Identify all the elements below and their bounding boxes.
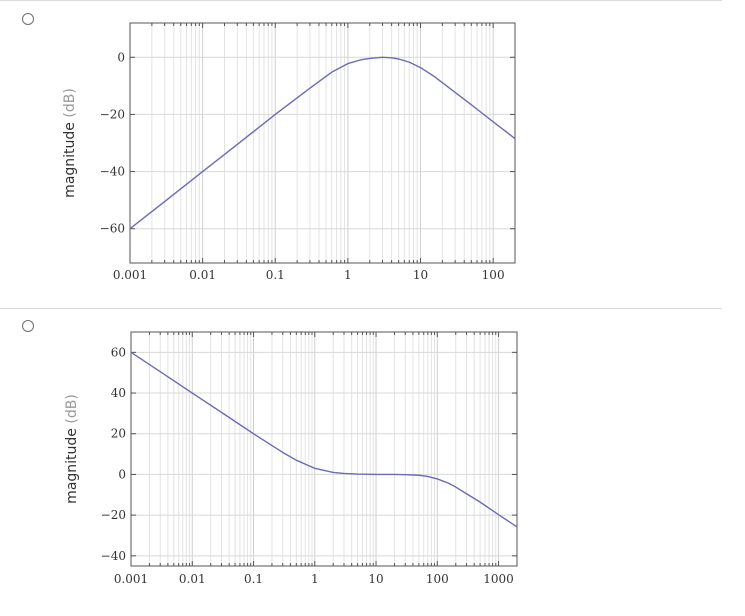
answer-option-2: 0.001 0.01 0.1 1 10 100 1000 60 40 20 0 −20 −40 magni… xyxy=(0,308,745,616)
ticks xyxy=(130,332,518,566)
x-tick-label: 10 xyxy=(413,268,428,282)
y-tick-label: −40 xyxy=(101,549,126,563)
y-tick-label: 20 xyxy=(111,427,126,441)
y-tick-label: −40 xyxy=(100,165,125,179)
bode-magnitude-plot-2: 0.001 0.01 0.1 1 10 100 1000 60 40 20 0 −20 −40 magni… xyxy=(64,331,518,586)
y-tick-label: −60 xyxy=(100,222,125,236)
x-tick-label: 0.1 xyxy=(244,572,263,586)
option-divider xyxy=(0,308,722,309)
y-tick-label: −20 xyxy=(100,107,125,121)
answer-option-1: 0.001 0.01 0.1 1 10 100 0 −20 −40 −60 magnitude (d… xyxy=(0,0,722,282)
x-tick-label: 1 xyxy=(344,268,352,282)
x-tick-label: 1 xyxy=(311,572,319,586)
plot-frame xyxy=(129,22,516,264)
y-axis-label: magnitude (dB) xyxy=(62,88,78,198)
option-divider xyxy=(0,0,722,1)
plot-frame xyxy=(130,331,518,567)
x-tick-label: 1000 xyxy=(483,572,514,586)
y-tick-label: 0 xyxy=(118,467,126,481)
x-tick-label: 100 xyxy=(482,268,505,282)
radio-button-option-1[interactable] xyxy=(22,13,34,25)
x-tick-label: 0.001 xyxy=(114,572,148,586)
x-tick-label: 0.01 xyxy=(179,572,206,586)
grid xyxy=(130,332,518,566)
x-tick-label: 10 xyxy=(368,572,383,586)
y-tick-label: 40 xyxy=(111,386,126,400)
y-tick-label: 0 xyxy=(117,50,125,64)
radio-button-option-2[interactable] xyxy=(22,320,34,332)
y-axis-label-unit: (dB) xyxy=(64,394,80,423)
ticks xyxy=(129,23,516,263)
bode-magnitude-plot-1: 0.001 0.01 0.1 1 10 100 0 −20 −40 −60 magnitude (d… xyxy=(62,22,516,282)
y-tick-label: −20 xyxy=(101,508,126,522)
y-tick-label: 60 xyxy=(111,345,126,359)
y-axis-label-name: magnitude xyxy=(62,118,78,198)
magnitude-line xyxy=(130,351,518,528)
y-axis-label: magnitude (dB) xyxy=(64,394,80,504)
y-axis-label-unit: (dB) xyxy=(62,88,78,117)
x-tick-label: 0.1 xyxy=(266,268,285,282)
x-tick-label: 0.001 xyxy=(113,268,147,282)
y-axis-label-name: magnitude xyxy=(64,424,80,504)
magnitude-line xyxy=(129,56,516,230)
x-tick-label: 0.01 xyxy=(189,268,216,282)
grid xyxy=(129,23,516,263)
x-tick-label: 100 xyxy=(426,572,449,586)
